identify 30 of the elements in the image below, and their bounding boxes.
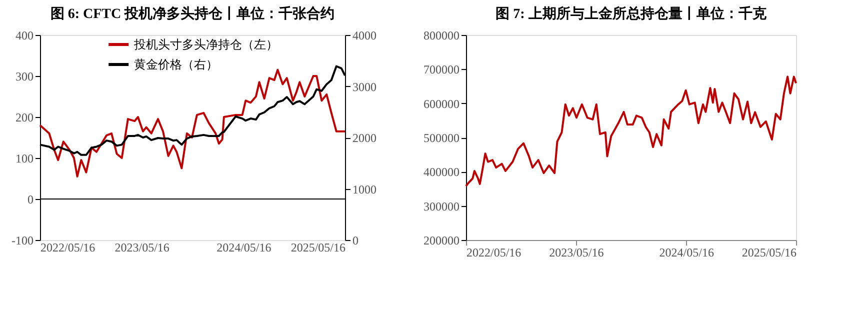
y2-tick-label: 1000 <box>352 182 376 196</box>
y2-tick-label: 0 <box>352 234 358 248</box>
x-tick-label: 2023/05/16 <box>549 246 604 260</box>
y2-tick-label: 2000 <box>352 131 376 145</box>
chart-title: 图 6: CFTC 投机净多头持仓丨单位：千张合约 <box>50 5 335 22</box>
x-tick-label: 2022/05/16 <box>466 246 522 260</box>
x-tick-label: 2022/05/16 <box>40 240 96 254</box>
legend-label: 黄金价格（右） <box>134 58 218 72</box>
y-tick-label: 200 <box>16 110 34 124</box>
x-tick-label: 2024/05/16 <box>659 246 714 260</box>
chart-title: 图 7: 上期所与上金所总持仓量丨单位：千克 <box>496 5 768 22</box>
y-tick-label: 200000 <box>424 234 460 248</box>
y-tick-label: 400 <box>16 28 34 42</box>
x-tick-label: 2023/05/16 <box>114 240 170 254</box>
y2-tick-label: 4000 <box>352 28 376 42</box>
y-tick-label: 800000 <box>424 28 460 42</box>
y-tick-label: 300000 <box>424 199 460 214</box>
y-tick-label: 400000 <box>424 165 460 180</box>
y-tick-label: 700000 <box>424 62 460 77</box>
y-tick-label: 300 <box>16 70 34 84</box>
x-tick-label: 2024/05/16 <box>216 240 272 254</box>
legend-label: 投机头寸多头净持仓（左） <box>133 38 278 52</box>
y-tick-label: 600000 <box>424 96 460 111</box>
y-tick-label: 500000 <box>424 131 460 145</box>
x-tick-label: 2025/05/16 <box>742 246 796 260</box>
y-tick-label: 0 <box>28 192 34 206</box>
y-tick-label: -100 <box>12 234 34 248</box>
y-tick-label: 100 <box>16 152 34 166</box>
x-tick-label: 2025/05/16 <box>290 240 346 254</box>
y2-tick-label: 3000 <box>352 80 376 94</box>
